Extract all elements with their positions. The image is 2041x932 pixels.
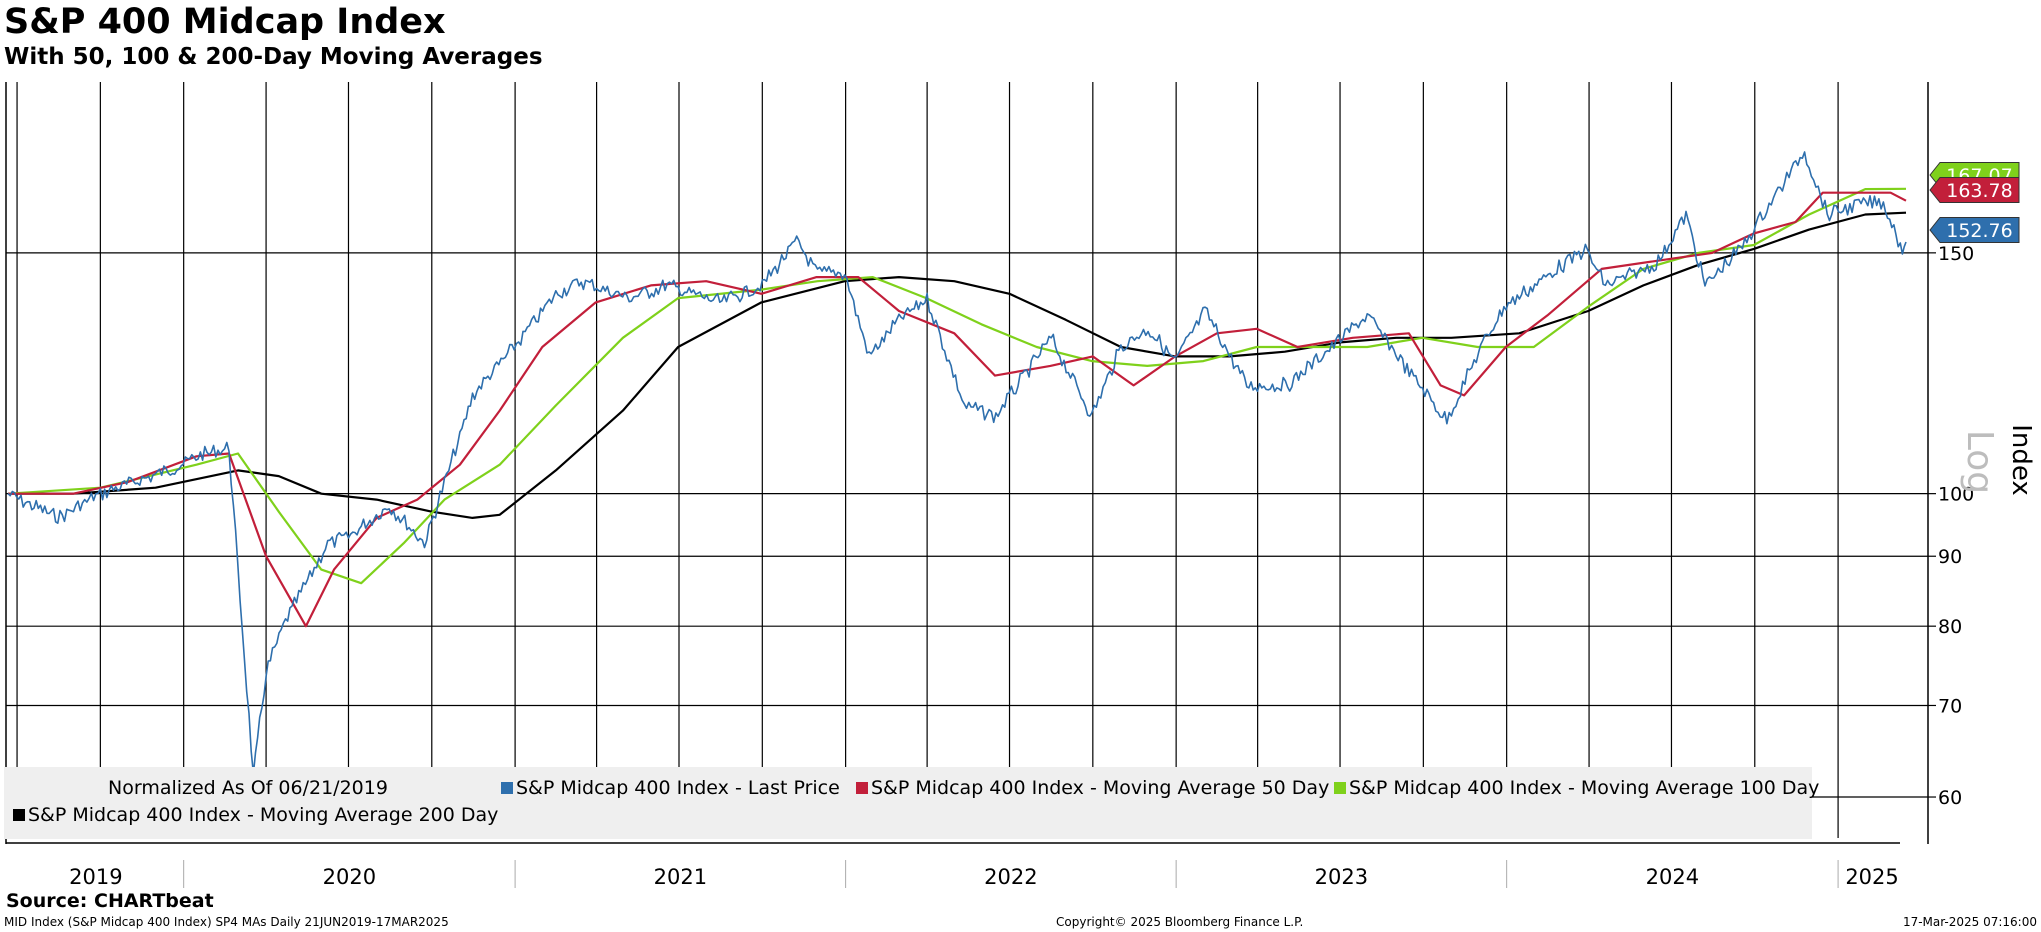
footer-timestamp: 17-Mar-2025 07:16:00: [1902, 915, 2037, 929]
chart-title: S&P 400 Midcap Index: [4, 2, 446, 42]
legend-swatch-ma50: [856, 782, 868, 794]
chart-subtitle: With 50, 100 & 200-Day Moving Averages: [4, 44, 543, 70]
series-ma100-line: [7, 187, 1907, 585]
last-value-tag-ma50: 163.78: [1929, 177, 2020, 203]
legend-swatch-ma100: [1334, 782, 1346, 794]
last-value-tag-shape: [1929, 177, 2020, 203]
legend-item-ma200: S&P Midcap 400 Index - Moving Average 20…: [13, 804, 498, 826]
y-tick-label: 80: [1938, 616, 1962, 638]
legend-item-ma50: S&P Midcap 400 Index - Moving Average 50…: [856, 777, 1329, 799]
legend-label-ma100: S&P Midcap 400 Index - Moving Average 10…: [1349, 777, 1820, 799]
x-tick-label: 2023: [1315, 865, 1368, 889]
last-value-tag-text: 163.78: [1946, 180, 2012, 202]
last-value-tag-price: 152.76: [1929, 217, 2020, 243]
legend-item-last-price: S&P Midcap 400 Index - Last Price: [501, 777, 840, 799]
log-scale-label: Log: [1959, 430, 2000, 494]
legend-label-ma200: S&P Midcap 400 Index - Moving Average 20…: [28, 804, 499, 826]
footer-description: MID Index (S&P Midcap 400 Index) SP4 MAs…: [4, 915, 449, 929]
last-value-tag-text: 152.76: [1946, 220, 2012, 242]
y-tick-label: 100: [1938, 484, 1974, 506]
x-tick-label: 2020: [323, 865, 376, 889]
legend-swatch-ma200: [13, 809, 25, 821]
footer-copyright: Copyright© 2025 Bloomberg Finance L.P.: [1056, 915, 1304, 929]
x-tick-label: 2024: [1646, 865, 1699, 889]
legend: Normalized As Of 06/21/2019 S&P Midcap 4…: [4, 767, 1819, 839]
x-tick-label: 2025: [1845, 865, 1898, 889]
legend-label-last-price: S&P Midcap 400 Index - Last Price: [516, 777, 840, 799]
x-tick-label: 2021: [654, 865, 707, 889]
y-tick-label: 60: [1938, 787, 1962, 809]
y-axis-title: Index: [2006, 424, 2036, 496]
series-ma50-line: [8, 191, 1907, 628]
last-value-tag-shape: [1929, 217, 2020, 243]
legend-item-ma100: S&P Midcap 400 Index - Moving Average 10…: [1334, 777, 1819, 799]
legend-label-ma50: S&P Midcap 400 Index - Moving Average 50…: [871, 777, 1330, 799]
source-label: Source: CHARTbeat: [6, 890, 214, 912]
series-ma200-line: [8, 211, 1907, 519]
y-tick-label: 90: [1938, 546, 1962, 568]
series-price-line: [7, 151, 1907, 775]
y-tick-label: 70: [1938, 695, 1962, 717]
x-tick-label: 2022: [984, 865, 1037, 889]
legend-normalized-note: Normalized As Of 06/21/2019: [108, 777, 388, 799]
x-tick-label: 2019: [69, 865, 122, 889]
legend-swatch-last-price: [501, 782, 513, 794]
y-tick-label: 150: [1938, 243, 1974, 265]
